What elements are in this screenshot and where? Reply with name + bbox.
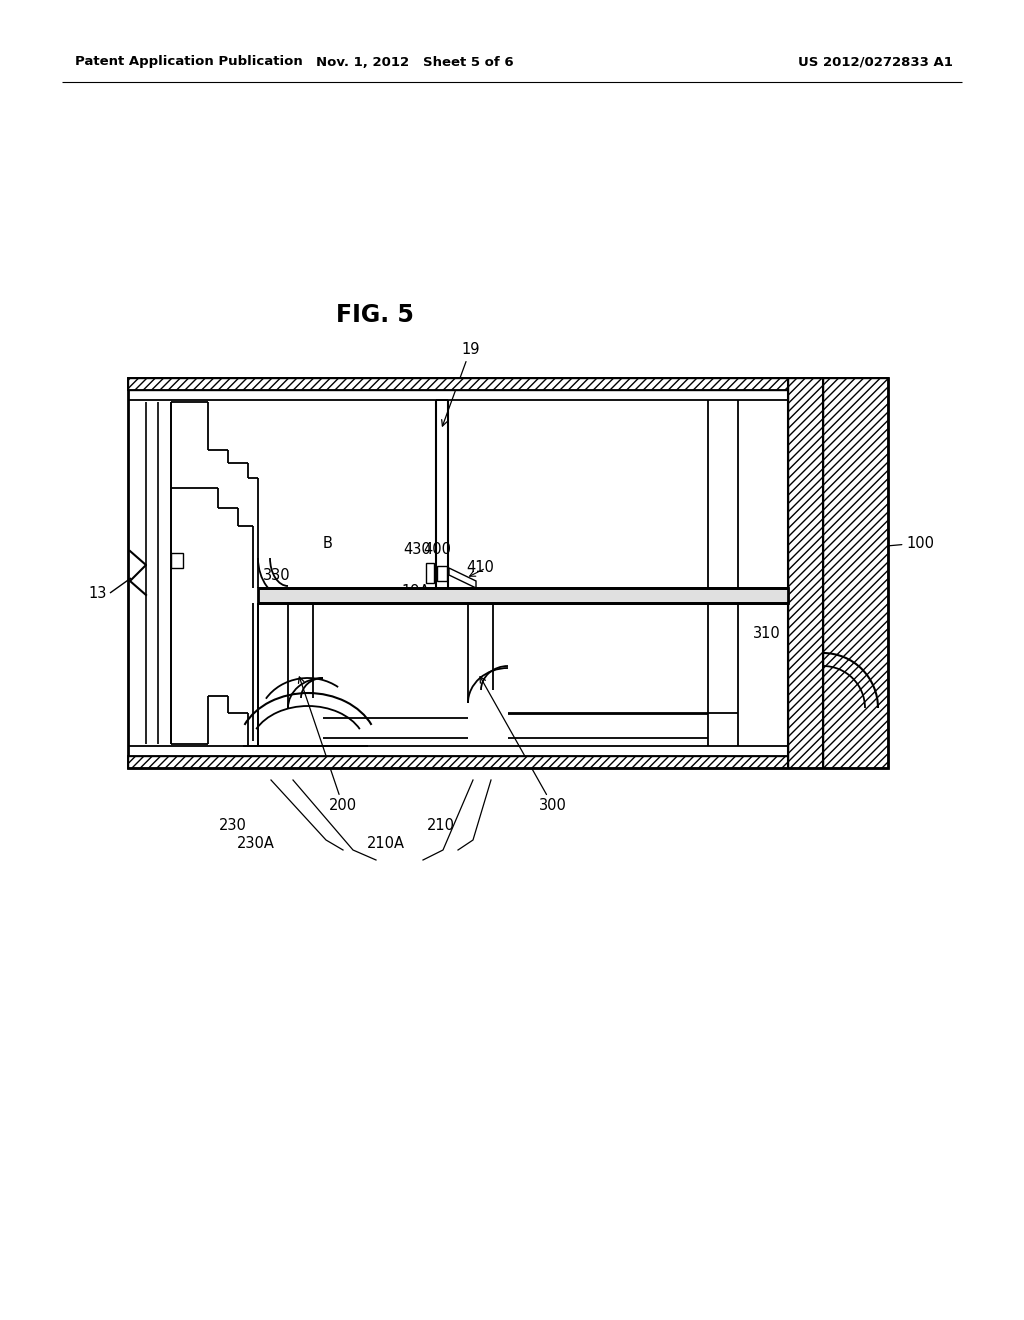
Text: 430: 430 xyxy=(403,543,431,557)
Text: 300: 300 xyxy=(480,677,567,813)
Text: 230: 230 xyxy=(219,817,247,833)
Text: 230A: 230A xyxy=(238,836,274,850)
Text: FIG. 5: FIG. 5 xyxy=(336,304,414,327)
Bar xyxy=(128,756,788,768)
Text: US 2012/0272833 A1: US 2012/0272833 A1 xyxy=(798,55,952,69)
Text: Nov. 1, 2012   Sheet 5 of 6: Nov. 1, 2012 Sheet 5 of 6 xyxy=(316,55,514,69)
Text: 19: 19 xyxy=(441,342,479,426)
Bar xyxy=(823,378,888,768)
Text: 19A: 19A xyxy=(401,583,429,598)
Text: 210: 210 xyxy=(427,817,455,833)
Text: B: B xyxy=(323,536,333,550)
Bar xyxy=(171,553,183,568)
Text: 200: 200 xyxy=(298,677,357,813)
Text: Patent Application Publication: Patent Application Publication xyxy=(75,55,303,69)
Text: 13: 13 xyxy=(88,586,106,601)
Bar xyxy=(128,756,788,768)
Text: 310: 310 xyxy=(753,626,780,640)
Bar xyxy=(788,378,823,768)
Text: 330: 330 xyxy=(263,569,291,583)
Bar xyxy=(128,378,788,389)
Text: 400: 400 xyxy=(423,543,451,557)
Bar xyxy=(258,587,788,603)
Bar xyxy=(426,564,434,583)
Bar xyxy=(788,378,823,768)
Bar xyxy=(437,566,447,581)
Polygon shape xyxy=(449,568,476,587)
Bar xyxy=(128,378,888,768)
Text: 210A: 210A xyxy=(367,836,406,850)
Text: 410: 410 xyxy=(466,561,494,576)
Bar xyxy=(128,378,788,389)
Text: 100: 100 xyxy=(812,536,934,554)
Bar xyxy=(823,378,888,768)
